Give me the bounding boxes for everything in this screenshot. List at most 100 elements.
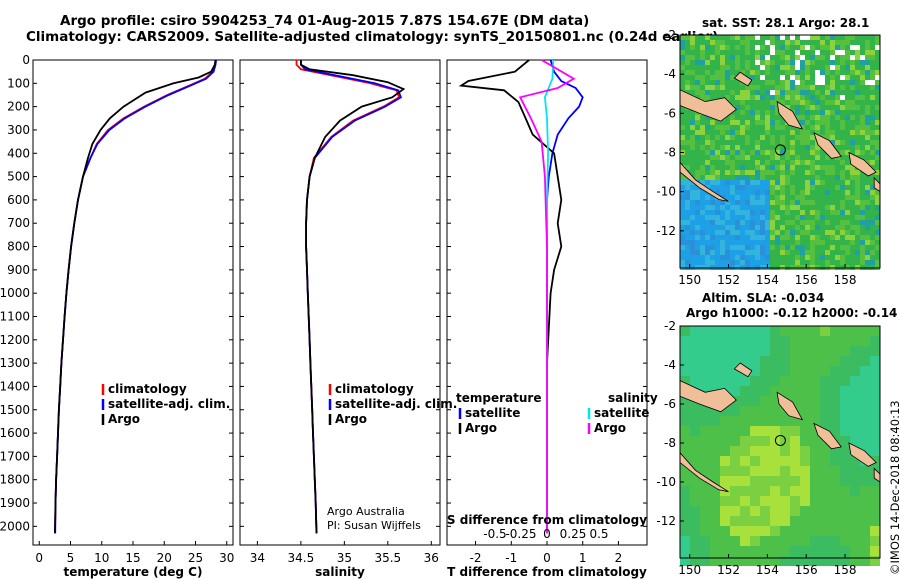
map-cell [760,376,770,386]
map-cell [750,65,755,70]
map-cell [695,260,700,265]
map-cell [745,245,750,250]
map-cell [825,245,830,250]
map-cell [850,356,860,366]
map-cell [680,185,685,190]
map-cell [700,436,710,446]
map-cell [745,65,750,70]
map-cell [860,506,870,516]
map-cell [730,255,735,260]
map-cell [680,55,685,60]
map-cell [770,110,775,115]
map-cell [700,220,705,225]
map-cell [735,35,740,40]
map-cell [775,75,780,80]
map-cell [700,466,710,476]
map-cell [825,35,830,40]
map-cell [835,50,840,55]
y-tick-label: 400 [7,146,30,160]
map-cell [805,45,810,50]
map-cell [835,175,840,180]
map-cell [780,526,790,536]
map-cell [835,255,840,260]
map-cell [745,95,750,100]
map-cell [750,386,760,396]
map-cell [850,546,860,556]
map-cell [745,185,750,190]
map-cell [710,416,720,426]
map-cell [755,210,760,215]
map-cell [810,506,820,516]
map-cell [825,255,830,260]
map-cell [690,245,695,250]
map-cell [860,230,865,235]
map-cell [695,250,700,255]
map-cell [730,155,735,160]
map-cell [720,95,725,100]
map-cell [680,200,685,205]
map-cell [875,90,880,95]
map-cell [830,220,835,225]
map-cell [680,180,685,185]
map-cell [760,35,765,40]
map-cell [750,130,755,135]
map-cell [810,105,815,110]
map-cell [755,220,760,225]
map-cell [760,115,765,120]
map-cell [760,230,765,235]
header-title-line1: Argo profile: csiro 5904253_74 01-Aug-20… [60,13,590,29]
map-cell [710,140,715,145]
map-cell [760,496,770,506]
map-cell [870,416,880,426]
map-cell [800,396,810,406]
map-cell [870,90,875,95]
map-cell [730,506,740,516]
map-cell [740,416,750,426]
map-cell [710,336,720,346]
y-tick-label: 100 [7,76,30,90]
map-cell [765,155,770,160]
map-cell [835,70,840,75]
map-cell [835,35,840,40]
map-cell [850,40,855,45]
map-cell [750,105,755,110]
map-cell [750,150,755,155]
map-cell [750,50,755,55]
map-cell [735,125,740,130]
map-cell [680,406,690,416]
map-cell [785,135,790,140]
map-cell [790,326,800,336]
map-cell [810,466,820,476]
map-cell [695,70,700,75]
map-cell [760,356,770,366]
map-cell [790,75,795,80]
map-cell [755,125,760,130]
map-cell [765,110,770,115]
map-cell [795,220,800,225]
map-cell [830,105,835,110]
legend-label: Argo [335,412,367,426]
map-cell [765,90,770,95]
map-cell [800,65,805,70]
map-cell [730,346,740,356]
map-cell [825,195,830,200]
map-cell [790,436,800,446]
map-cell [725,75,730,80]
map-cell [755,205,760,210]
map-cell [790,255,795,260]
y-tick-label: 1600 [0,426,30,440]
map-cell [690,160,695,165]
map-cell [780,150,785,155]
map-cell [750,120,755,125]
map-cell [810,175,815,180]
map-cell [870,406,880,416]
map-cell [775,50,780,55]
map-cell [695,140,700,145]
map-cell [725,45,730,50]
map-cell [735,130,740,135]
map-cell [755,175,760,180]
y-tick-label: 500 [7,170,30,184]
map-cell [705,70,710,75]
map-cell [770,95,775,100]
map-cell [685,225,690,230]
